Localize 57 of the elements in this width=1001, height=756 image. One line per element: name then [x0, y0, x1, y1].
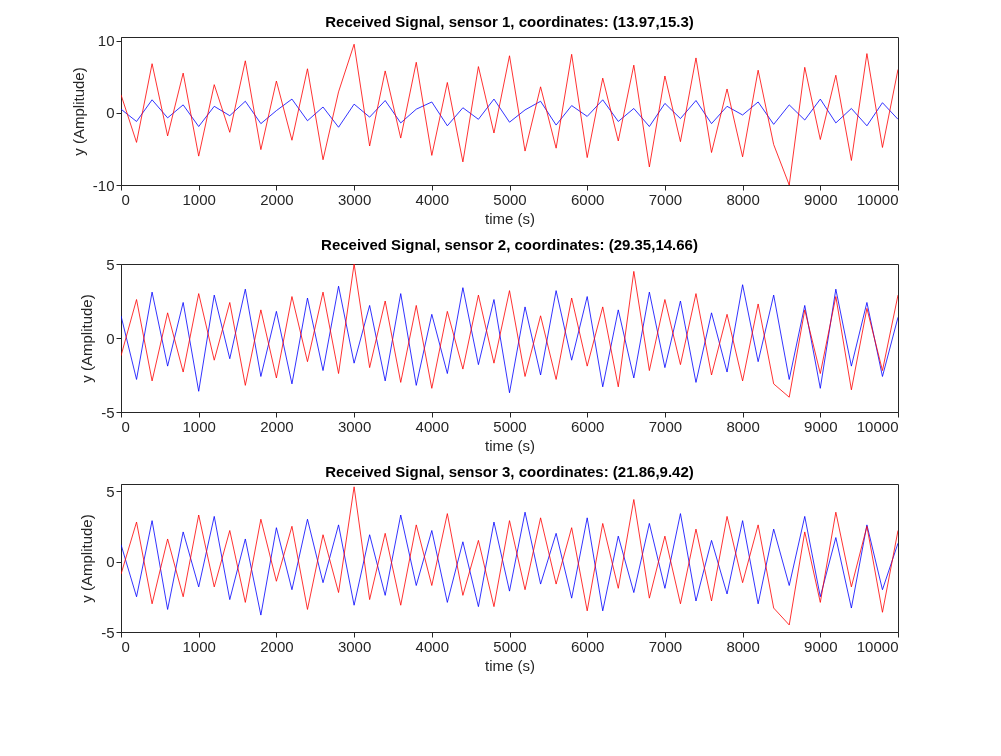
x-tick-label: 5000 [493, 417, 527, 435]
x-tick-label: 3000 [337, 190, 372, 208]
y-axis-title: y (Amplitude) [69, 67, 87, 156]
y-tick-label: 0 [106, 104, 115, 122]
x-tick-label: 3000 [337, 637, 372, 655]
x-tick-label: 4000 [415, 190, 449, 208]
x-tick-label: 5000 [493, 637, 527, 655]
line-series [121, 264, 898, 398]
x-tick-label: 4000 [415, 637, 449, 655]
x-tick-label: 3000 [337, 417, 372, 435]
x-tick-label: 2000 [260, 637, 294, 655]
line-series [121, 284, 898, 394]
y-tick-label: 5 [106, 255, 115, 273]
x-tick-label: 6000 [571, 417, 605, 435]
x-tick-label: 2000 [260, 190, 294, 208]
x-axis-title: time (s) [485, 209, 535, 227]
x-tick-label: 9000 [804, 417, 838, 435]
y-axis-title: y (Amplitude) [78, 514, 96, 603]
x-tick-label: 8000 [726, 190, 760, 208]
line-series [121, 511, 898, 616]
x-tick-label: 1000 [182, 190, 216, 208]
x-tick-label: 8000 [726, 637, 760, 655]
x-tick-label: 1000 [182, 417, 216, 435]
y-tick-label: 0 [106, 329, 115, 347]
x-tick-label: 10000 [856, 637, 899, 655]
x-tick-label: 9000 [804, 190, 838, 208]
x-tick-label: 9000 [804, 637, 838, 655]
x-tick-label: 5000 [493, 190, 527, 208]
x-tick-label: 0 [121, 637, 130, 655]
x-axis-title: time (s) [485, 436, 535, 454]
x-tick-label: 6000 [571, 637, 605, 655]
x-axis-title: time (s) [485, 656, 535, 674]
x-tick-label: 10000 [856, 417, 899, 435]
x-tick-label: 7000 [648, 417, 683, 435]
x-tick-label: 8000 [726, 417, 760, 435]
x-tick-label: 4000 [415, 417, 449, 435]
x-tick-label: 10000 [856, 190, 899, 208]
y-tick-label: 0 [106, 553, 115, 571]
x-tick-label: 6000 [571, 190, 605, 208]
y-tick-label: 5 [106, 482, 115, 500]
line-series [121, 486, 898, 626]
chart-title: Received Signal, sensor 2, coordinates: (29.35,14.66) [321, 236, 698, 253]
y-tick-label: 10 [97, 32, 115, 50]
x-tick-label: 7000 [648, 190, 683, 208]
y-tick-label: -5 [101, 623, 115, 641]
x-tick-label: 2000 [260, 417, 294, 435]
y-tick-label: -10 [92, 176, 115, 194]
y-axis-title: y (Amplitude) [78, 294, 96, 383]
chart-title: Received Signal, sensor 1, coordinates: (13.97,15.3) [325, 12, 694, 30]
x-tick-label: 1000 [182, 637, 216, 655]
line-series [121, 98, 898, 128]
line-series [121, 43, 898, 185]
x-tick-label: 0 [121, 190, 130, 208]
chart-title: Received Signal, sensor 3, coordinates: (21.86,9.42) [325, 463, 694, 480]
y-tick-label: -5 [101, 403, 115, 421]
x-tick-label: 7000 [648, 637, 683, 655]
x-tick-label: 0 [121, 417, 130, 435]
